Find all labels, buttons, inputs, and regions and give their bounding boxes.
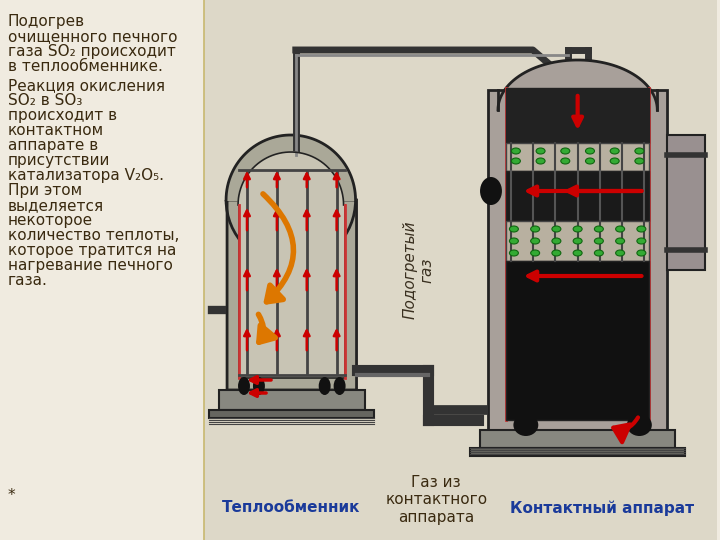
- Ellipse shape: [611, 158, 619, 164]
- Ellipse shape: [595, 238, 603, 244]
- Text: нагревание печного: нагревание печного: [8, 258, 173, 273]
- FancyArrowPatch shape: [258, 314, 275, 342]
- Ellipse shape: [531, 226, 539, 232]
- Text: контактном: контактном: [8, 123, 104, 138]
- Bar: [239, 205, 345, 378]
- Bar: [209, 410, 374, 418]
- Bar: [506, 261, 649, 420]
- Text: Контактный аппарат: Контактный аппарат: [510, 500, 695, 516]
- FancyArrowPatch shape: [263, 194, 294, 302]
- Ellipse shape: [536, 148, 545, 154]
- Ellipse shape: [552, 226, 561, 232]
- Ellipse shape: [510, 238, 518, 244]
- Ellipse shape: [531, 250, 539, 256]
- Bar: [219, 390, 364, 410]
- Ellipse shape: [627, 414, 652, 436]
- Text: очищенного печного: очищенного печного: [8, 29, 177, 44]
- Text: *: *: [8, 488, 16, 503]
- Ellipse shape: [531, 238, 539, 244]
- Ellipse shape: [333, 377, 346, 395]
- Ellipse shape: [510, 226, 518, 232]
- Bar: [506, 143, 649, 171]
- Ellipse shape: [511, 148, 521, 154]
- Text: SO₂ в SO₃: SO₂ в SO₃: [8, 93, 82, 108]
- Text: Газ из
контактного
аппарата: Газ из контактного аппарата: [385, 475, 487, 525]
- Ellipse shape: [637, 226, 646, 232]
- Ellipse shape: [552, 250, 561, 256]
- Ellipse shape: [595, 226, 603, 232]
- Polygon shape: [238, 152, 345, 205]
- Ellipse shape: [616, 238, 625, 244]
- Ellipse shape: [561, 158, 570, 164]
- Ellipse shape: [611, 148, 619, 154]
- Ellipse shape: [616, 226, 625, 232]
- FancyBboxPatch shape: [227, 200, 356, 390]
- Text: Реакция окисления: Реакция окисления: [8, 78, 165, 93]
- Ellipse shape: [552, 238, 561, 244]
- Text: в теплообменнике.: в теплообменнике.: [8, 59, 163, 74]
- Bar: [506, 221, 649, 261]
- Ellipse shape: [238, 377, 250, 395]
- Bar: [480, 430, 675, 448]
- Bar: [488, 90, 667, 430]
- Ellipse shape: [637, 238, 646, 244]
- Ellipse shape: [635, 148, 644, 154]
- Ellipse shape: [573, 238, 582, 244]
- Text: некоторое: некоторое: [8, 213, 93, 228]
- Text: Теплообменник: Теплообменник: [222, 500, 360, 515]
- Text: аппарате в: аппарате в: [8, 138, 98, 153]
- Polygon shape: [226, 135, 356, 200]
- Text: катализатора V₂O₅.: катализатора V₂O₅.: [8, 168, 164, 183]
- Bar: [470, 448, 685, 456]
- Bar: [204, 0, 717, 540]
- Text: газа SO₂ происходит: газа SO₂ происходит: [8, 44, 176, 59]
- Ellipse shape: [585, 158, 595, 164]
- Ellipse shape: [513, 414, 539, 436]
- Ellipse shape: [637, 250, 646, 256]
- Text: Подогрев: Подогрев: [8, 14, 85, 29]
- Ellipse shape: [616, 250, 625, 256]
- Bar: [506, 88, 649, 143]
- Text: При этом: При этом: [8, 183, 82, 198]
- Text: происходит в: происходит в: [8, 108, 117, 123]
- Text: выделяется: выделяется: [8, 198, 104, 213]
- Bar: [506, 171, 649, 221]
- Ellipse shape: [253, 377, 265, 395]
- Ellipse shape: [536, 158, 545, 164]
- Text: газа.: газа.: [8, 273, 48, 288]
- Text: присутствии: присутствии: [8, 153, 110, 168]
- Ellipse shape: [595, 250, 603, 256]
- Text: количество теплоты,: количество теплоты,: [8, 228, 179, 243]
- Text: Подогретый
газ: Подогретый газ: [402, 221, 434, 319]
- Polygon shape: [498, 60, 657, 110]
- Ellipse shape: [585, 148, 595, 154]
- Ellipse shape: [319, 377, 330, 395]
- Ellipse shape: [510, 250, 518, 256]
- Ellipse shape: [561, 148, 570, 154]
- Ellipse shape: [573, 250, 582, 256]
- Ellipse shape: [573, 226, 582, 232]
- Ellipse shape: [635, 158, 644, 164]
- Bar: [667, 135, 705, 270]
- FancyArrowPatch shape: [613, 417, 638, 442]
- Ellipse shape: [480, 177, 502, 205]
- Ellipse shape: [511, 158, 521, 164]
- Text: которое тратится на: которое тратится на: [8, 243, 176, 258]
